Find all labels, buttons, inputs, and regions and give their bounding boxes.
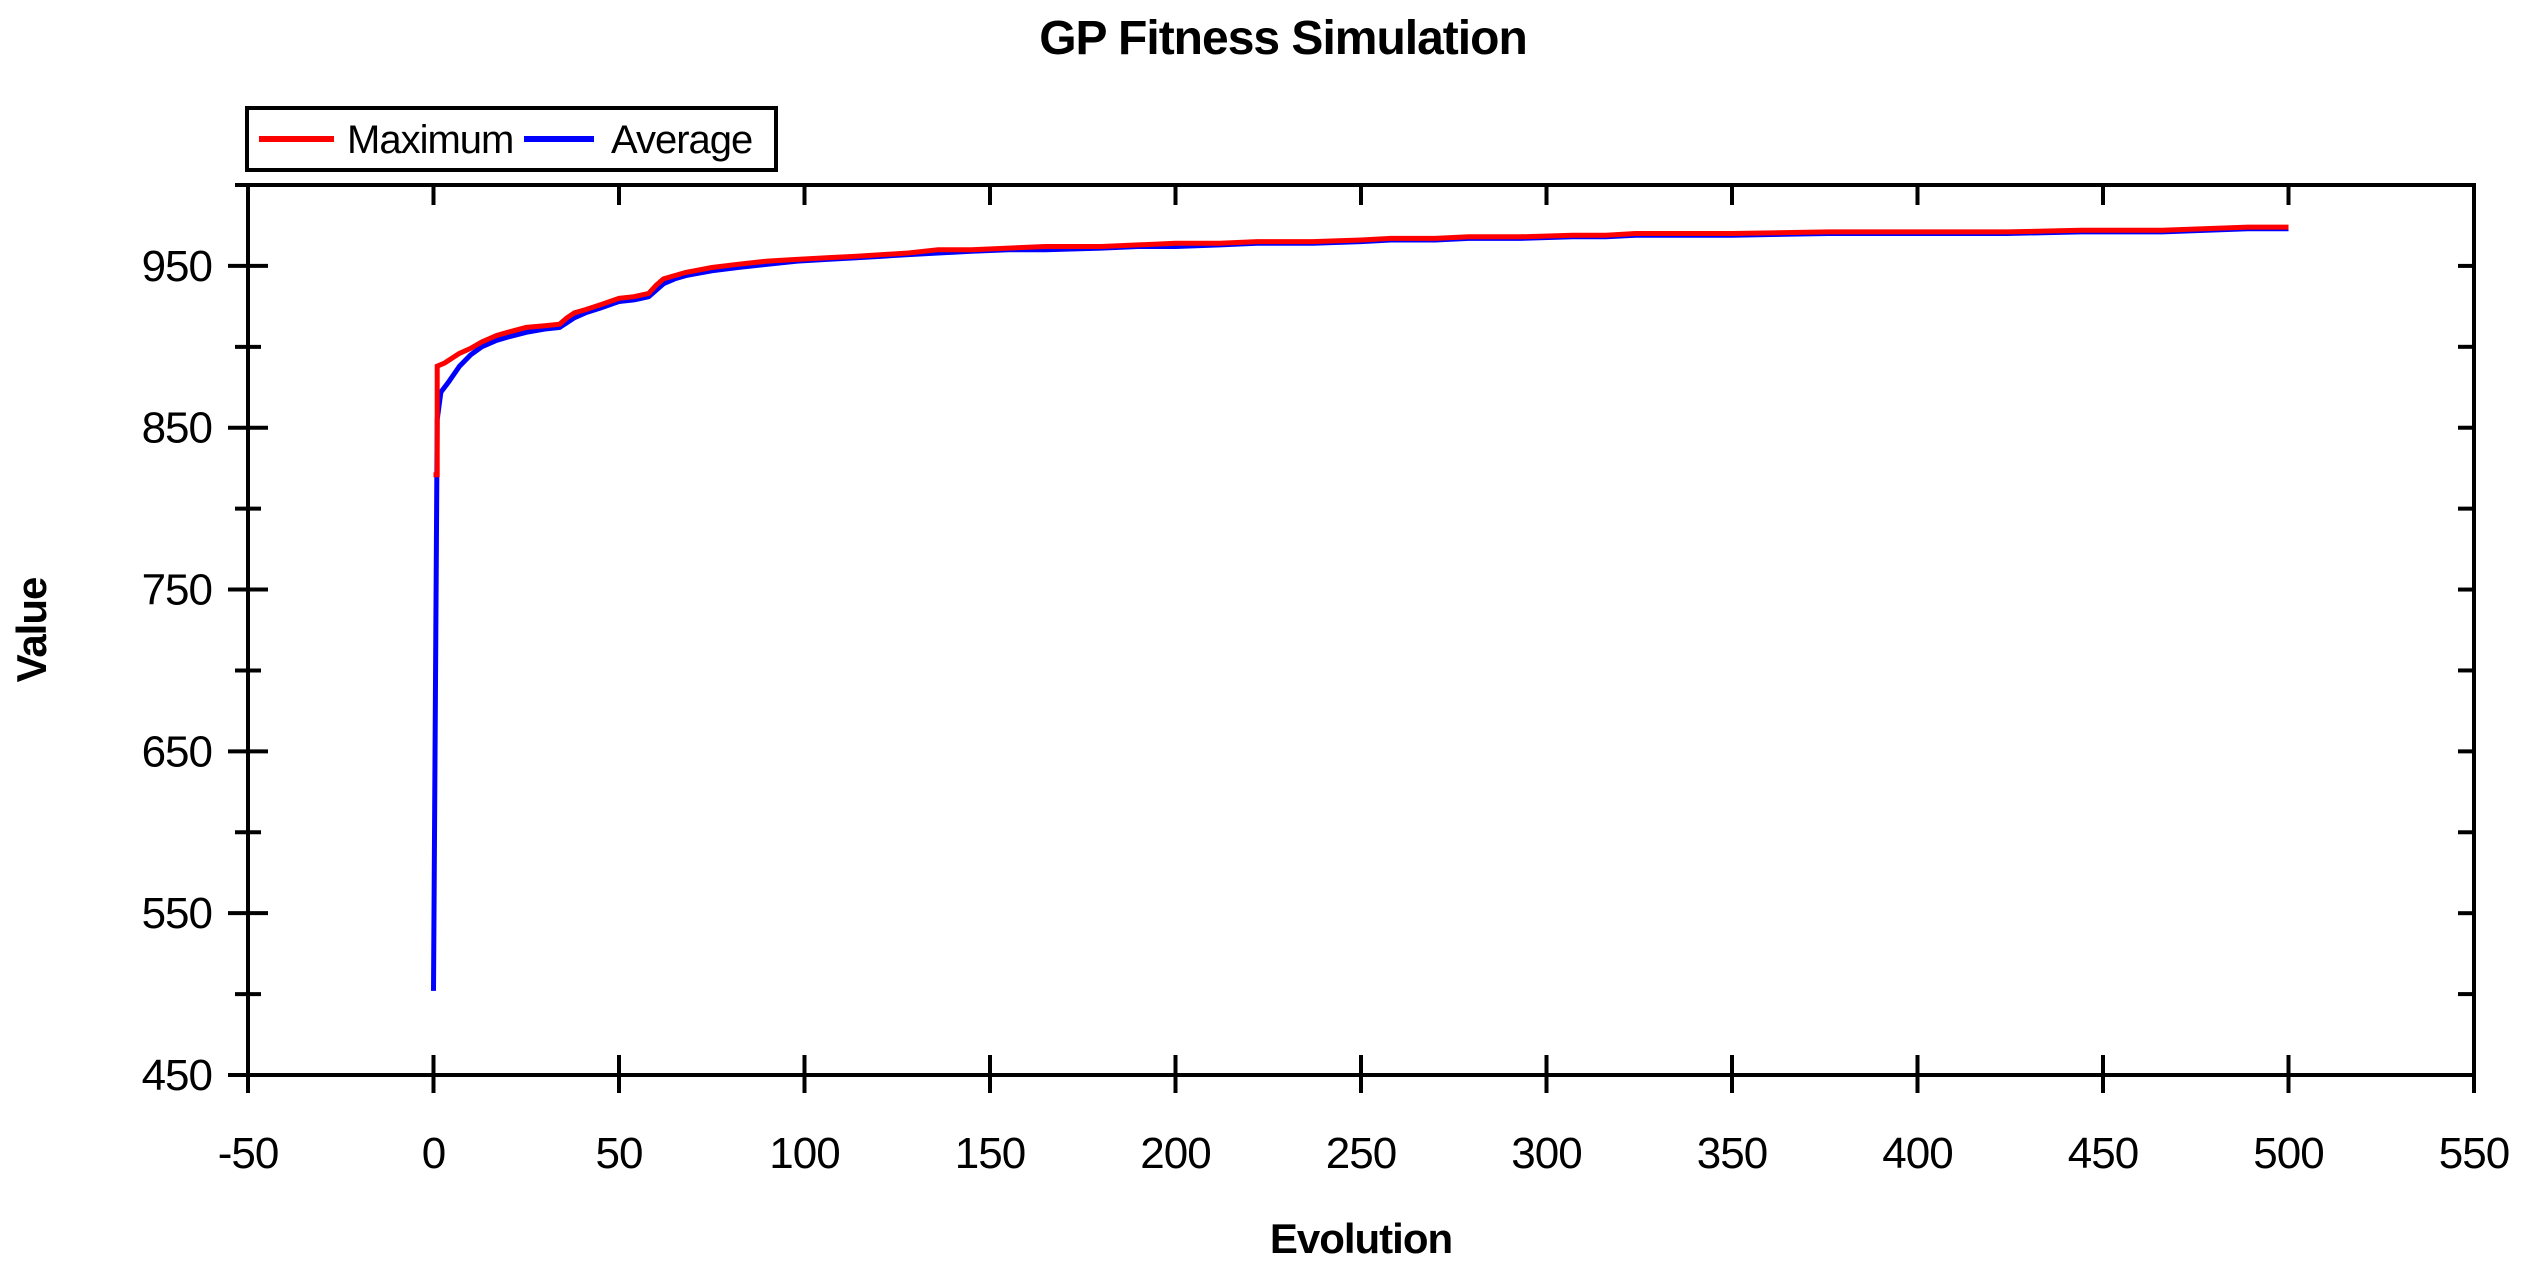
series-lines [431,224,2289,991]
x-tick-label: 550 [2439,1129,2509,1178]
x-tick-label: 250 [1326,1129,1396,1178]
y-tick-label: 750 [142,566,212,615]
chart-title: GP Fitness Simulation [1039,12,1527,65]
x-tick-label: 150 [955,1129,1025,1178]
series-line-maximum [433,224,2289,478]
y-axis-title: Value [8,578,55,683]
legend-box [245,106,778,172]
x-axis-ticks [246,185,2476,1093]
x-tick-label: 100 [769,1129,839,1178]
x-tick-label: 0 [422,1129,445,1178]
x-tick-label: -50 [218,1129,279,1178]
y-axis-ticks [228,183,2474,1077]
y-tick-label: 850 [142,404,212,453]
x-tick-label: 350 [1697,1129,1767,1178]
y-tick-label: 550 [142,889,212,938]
x-tick-label: 400 [1882,1129,1952,1178]
x-axis-tick-labels: -50 0 50 100 150 200 250 300 350 400 450 500 550 [218,1129,2511,1178]
legend: Maximum Average [245,106,778,172]
legend-maximum-label: Maximum [347,118,513,162]
y-tick-label: 450 [142,1051,212,1100]
x-tick-label: 500 [2253,1129,2323,1178]
x-tick-label: 300 [1511,1129,1581,1178]
y-axis-tick-labels: 450 550 650 750 850 950 [142,242,213,1100]
y-tick-label: 950 [142,242,212,291]
x-tick-label: 50 [596,1129,643,1178]
x-tick-label: 200 [1140,1129,1210,1178]
legend-average-label: Average [611,118,752,162]
x-axis-title: Evolution [1270,1215,1452,1262]
y-tick-label: 650 [142,727,212,776]
x-tick-label: 450 [2068,1129,2138,1178]
